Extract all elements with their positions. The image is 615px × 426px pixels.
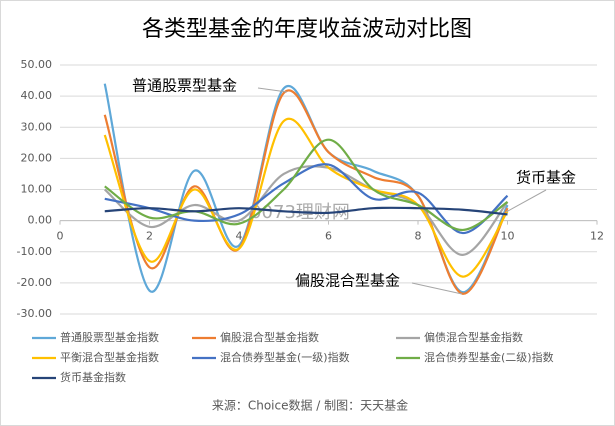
y-tick-label: 10.00 [21,183,53,196]
y-tick-label: 0.00 [28,214,53,227]
y-tick-label: -10.00 [17,245,52,258]
annotation: 货币基金 [516,169,576,187]
x-tick-label: 8 [415,230,422,243]
annotation: 偏股混合型基金 [295,272,400,290]
series-line [103,89,509,295]
x-tick-label: 12 [590,230,604,243]
legend-label: 偏股混合型基金指数 [220,330,319,344]
x-tick-label: 0 [57,230,64,243]
legend-label: 混合债券型基金(二级)指数 [424,350,554,364]
legend-label: 混合债券型基金(一级)指数 [220,350,350,364]
series-line [103,117,509,278]
y-tick-label: 50.00 [21,58,53,71]
y-tick-label: 20.00 [21,151,53,164]
x-tick-label: 2 [146,230,153,243]
legend-label: 普通股票型基金指数 [60,330,159,344]
annotation-leader [411,282,463,295]
y-tick-label: 30.00 [21,120,53,133]
y-tick-label: -30.00 [17,307,52,320]
annotation: 普通股票型基金 [132,77,237,95]
source: 来源：Choice数据 / 制图：天天基金 [212,398,408,413]
annotation-leader [257,87,288,93]
chart-title: 各类型基金的年度收益波动对比图 [142,17,472,42]
x-tick-label: 6 [325,230,332,243]
y-tick-label: 40.00 [21,89,53,102]
legend-label: 平衡混合型基金指数 [60,350,159,364]
legend-label: 货币基金指数 [60,370,126,384]
annotation-leader [505,189,547,213]
x-tick-label: 4 [236,230,243,243]
series-line [104,206,508,216]
legend-label: 偏债混合型基金指数 [424,330,523,344]
y-tick-label: -20.00 [17,276,52,289]
x-tick-label: 10 [501,230,515,243]
series-line [104,138,509,232]
